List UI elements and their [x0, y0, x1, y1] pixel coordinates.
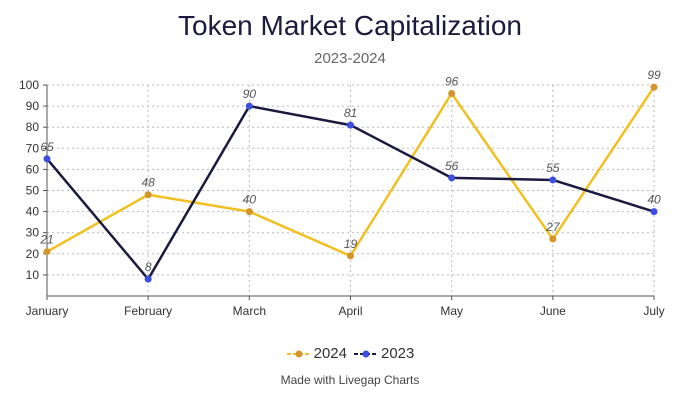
x-tick-label: July — [643, 304, 664, 318]
x-tick-label: June — [540, 304, 566, 318]
legend-label-series-0: 2024 — [313, 345, 347, 362]
y-tick-label: 100 — [19, 78, 39, 92]
y-tick-label: 20 — [26, 247, 40, 261]
data-label-2024: 96 — [445, 74, 459, 88]
data-label-2023: 40 — [647, 193, 661, 207]
y-tick-label: 10 — [26, 268, 40, 282]
data-point-2023 — [650, 208, 658, 216]
y-tick-label: 60 — [26, 162, 40, 176]
data-label-2023: 56 — [445, 159, 459, 173]
data-point-2023 — [144, 275, 152, 283]
y-tick-label: 90 — [26, 99, 40, 113]
data-label-2023: 65 — [40, 140, 54, 154]
data-label-2024: 19 — [344, 237, 358, 251]
data-point-2024 — [448, 89, 456, 97]
chart-subtitle: 2023-2024 — [314, 50, 386, 67]
data-point-2023 — [549, 176, 557, 184]
legend-item-series-1[interactable]: 2023 — [353, 345, 414, 362]
y-tick-label: 70 — [26, 141, 40, 155]
data-point-2024 — [650, 83, 658, 91]
data-point-2024 — [245, 208, 253, 216]
chart-legend: 2024 2023 — [0, 345, 700, 362]
y-tick-label: 40 — [26, 205, 40, 219]
data-label-2024: 99 — [647, 68, 661, 82]
data-point-2023 — [245, 102, 253, 110]
legend-swatch-series-1 — [354, 350, 378, 357]
data-point-2024 — [347, 252, 354, 260]
x-tick-label: May — [440, 304, 463, 318]
y-tick-label: 30 — [26, 226, 40, 240]
y-tick-label: 80 — [26, 120, 40, 134]
data-point-2024 — [43, 248, 51, 256]
data-label-2023: 81 — [344, 106, 357, 120]
chart-title: Token Market Capitalization — [178, 10, 522, 41]
data-label-2023: 8 — [145, 260, 152, 274]
y-tick-label: 50 — [26, 184, 40, 198]
legend-label-series-1: 2023 — [381, 345, 415, 362]
data-point-2023 — [448, 174, 456, 182]
x-tick-label: March — [233, 304, 266, 318]
data-point-2023 — [347, 121, 354, 129]
data-label-2023: 55 — [546, 161, 560, 175]
data-point-2024 — [549, 235, 557, 243]
x-tick-label: February — [124, 304, 172, 318]
data-point-2023 — [43, 155, 51, 163]
x-tick-label: April — [338, 304, 362, 318]
data-label-2024: 21 — [39, 233, 53, 247]
data-label-2024: 27 — [545, 220, 561, 234]
line-chart: 10 20 30 40 50 60 70 80 90 100 January February Marc… — [19, 68, 665, 318]
data-label-2024: 40 — [243, 193, 257, 207]
data-label-2024: 48 — [141, 176, 155, 190]
legend-item-series-0[interactable]: 2024 — [286, 345, 347, 362]
legend-swatch-series-0 — [286, 350, 311, 357]
data-point-2024 — [144, 191, 152, 199]
data-label-2023: 90 — [243, 87, 257, 101]
x-tick-label: January — [26, 304, 69, 318]
footer-credit: Made with Livegap Charts — [280, 373, 420, 387]
